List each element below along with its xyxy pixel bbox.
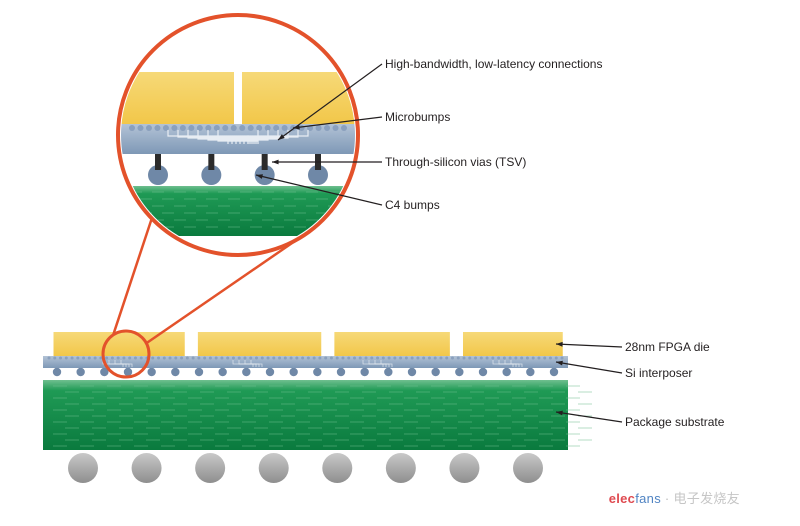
zoom-label-0: High-bandwidth, low-latency connections bbox=[385, 57, 602, 71]
stack-label-0: 28nm FPGA die bbox=[625, 340, 710, 354]
stack-label-2: Package substrate bbox=[625, 415, 724, 429]
zoom-label-1: Microbumps bbox=[385, 110, 450, 124]
watermark: elecfans · 电子发烧友 bbox=[609, 488, 740, 507]
diagram-svg bbox=[0, 0, 800, 521]
zoom-label-3: C4 bumps bbox=[385, 198, 440, 212]
zoom-label-2: Through-silicon vias (TSV) bbox=[385, 155, 526, 169]
stack-label-1: Si interposer bbox=[625, 366, 692, 380]
